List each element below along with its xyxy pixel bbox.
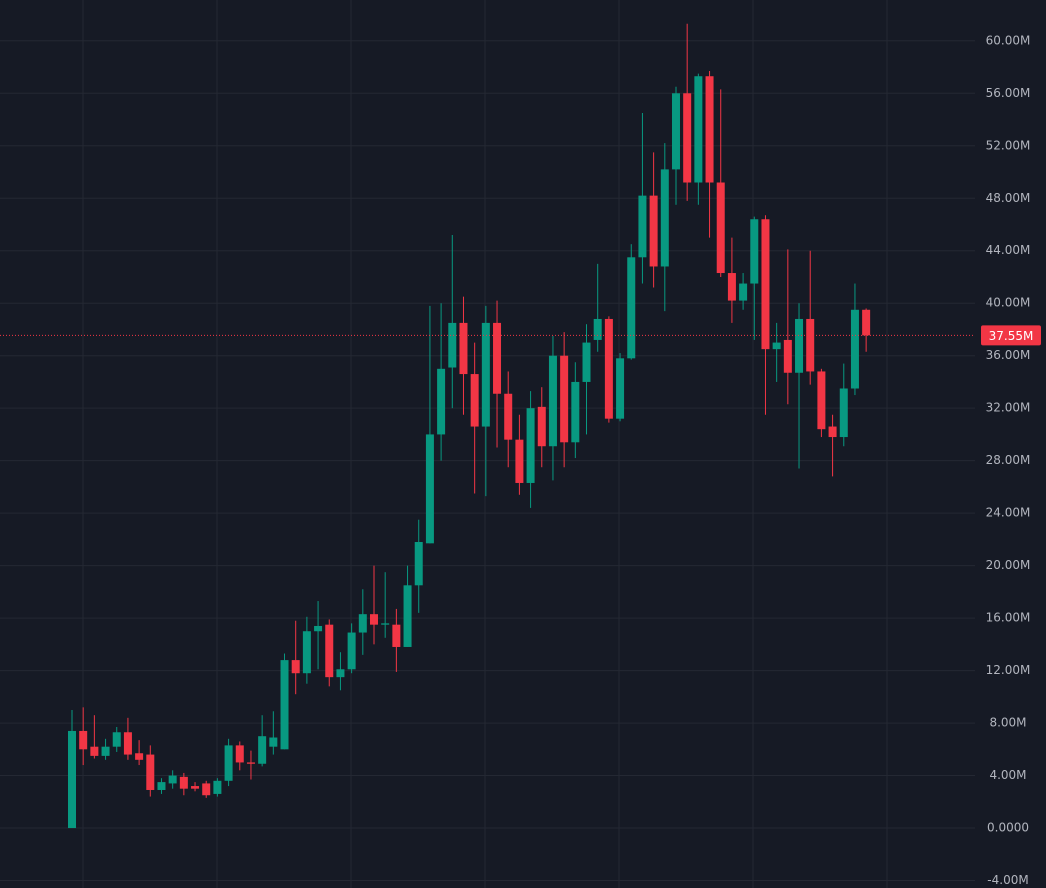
candle-body <box>560 355 569 443</box>
candle-body <box>314 625 323 632</box>
y-tick-label: 32.00M <box>986 401 1031 415</box>
candle-body <box>862 309 871 336</box>
candle-body <box>459 322 468 375</box>
y-tick-label: 4.00M <box>989 768 1026 782</box>
candle-body <box>470 374 479 427</box>
candle-body <box>638 195 647 258</box>
candle-body <box>750 219 759 284</box>
candle-body <box>101 746 110 756</box>
y-tick-label: 16.00M <box>986 611 1031 625</box>
candle-body <box>258 736 267 764</box>
candle-body <box>683 93 692 183</box>
candle-body <box>191 786 200 789</box>
y-tick-label: 0.0000 <box>987 821 1029 835</box>
y-tick-label: 24.00M <box>986 506 1031 520</box>
candle-body <box>336 669 345 678</box>
candle-body <box>548 355 557 447</box>
candle-body <box>839 388 848 438</box>
candle-body <box>660 169 669 267</box>
candle-body <box>448 322 457 368</box>
last-price-box <box>981 325 1041 346</box>
candle-body <box>727 273 736 301</box>
candle-body <box>392 624 401 647</box>
candle-body <box>526 408 535 483</box>
y-tick-label: 20.00M <box>986 558 1031 572</box>
candle-body <box>481 322 490 427</box>
candle-body <box>79 730 88 750</box>
candle-body <box>135 753 144 760</box>
y-tick-label: 56.00M <box>986 86 1031 100</box>
candle-body <box>425 434 434 544</box>
candle-body <box>358 614 367 633</box>
candle-body <box>146 754 155 790</box>
candle-body <box>414 542 423 586</box>
candle-body <box>806 318 815 372</box>
candle-body <box>504 393 513 440</box>
candle-body <box>213 780 222 794</box>
candle-body <box>582 342 591 382</box>
candle-body <box>246 762 255 764</box>
candle-body <box>649 195 658 267</box>
candle-body <box>369 614 378 625</box>
candle-body <box>291 660 300 674</box>
candle-body <box>68 730 76 829</box>
candle-body <box>123 732 132 755</box>
candle-body <box>616 358 625 419</box>
y-tick-label: -4.00M <box>987 873 1028 887</box>
candle-body <box>593 318 602 340</box>
y-tick-label: 52.00M <box>986 138 1031 152</box>
candle-body <box>269 737 278 747</box>
candle-body <box>705 76 714 183</box>
candle-body <box>571 381 580 443</box>
candle-body <box>761 219 770 350</box>
candle-body <box>716 182 725 274</box>
candle-body <box>604 318 613 419</box>
y-tick-label: 28.00M <box>986 453 1031 467</box>
candle-body <box>772 342 781 350</box>
candle-body <box>202 783 211 796</box>
candle-body <box>179 776 188 789</box>
y-tick-label: 60.00M <box>986 33 1031 47</box>
candle-body <box>783 339 792 373</box>
candle-body <box>795 318 804 373</box>
y-tick-label: 8.00M <box>989 716 1026 730</box>
y-tick-label: 40.00M <box>986 296 1031 310</box>
y-tick-label: 36.00M <box>986 348 1031 362</box>
candle-body <box>280 660 289 750</box>
candle-body <box>828 426 837 438</box>
candle-body <box>403 585 412 647</box>
last-price-label: 37.55M <box>989 329 1034 343</box>
candle-body <box>537 406 546 447</box>
candle-body <box>325 624 334 678</box>
y-tick-label: 12.00M <box>986 663 1031 677</box>
candle-body <box>224 745 233 781</box>
candle-body <box>168 775 177 784</box>
candle-body <box>235 745 244 763</box>
candle-body <box>493 322 502 394</box>
candle-body <box>157 782 166 790</box>
candle-body <box>739 283 748 301</box>
candle-body <box>694 76 703 183</box>
candle-body <box>515 439 524 483</box>
candle-body <box>347 632 356 670</box>
candle-body <box>817 371 826 430</box>
candle-body <box>850 309 859 389</box>
y-tick-label: 44.00M <box>986 243 1031 257</box>
candle-body <box>671 93 680 170</box>
y-tick-label: 48.00M <box>986 191 1031 205</box>
candle-body <box>627 257 636 359</box>
candle-body <box>381 623 390 625</box>
candle-body <box>437 368 446 435</box>
candle-body <box>302 631 311 674</box>
candle-body <box>112 732 121 747</box>
candle-body <box>90 746 99 756</box>
